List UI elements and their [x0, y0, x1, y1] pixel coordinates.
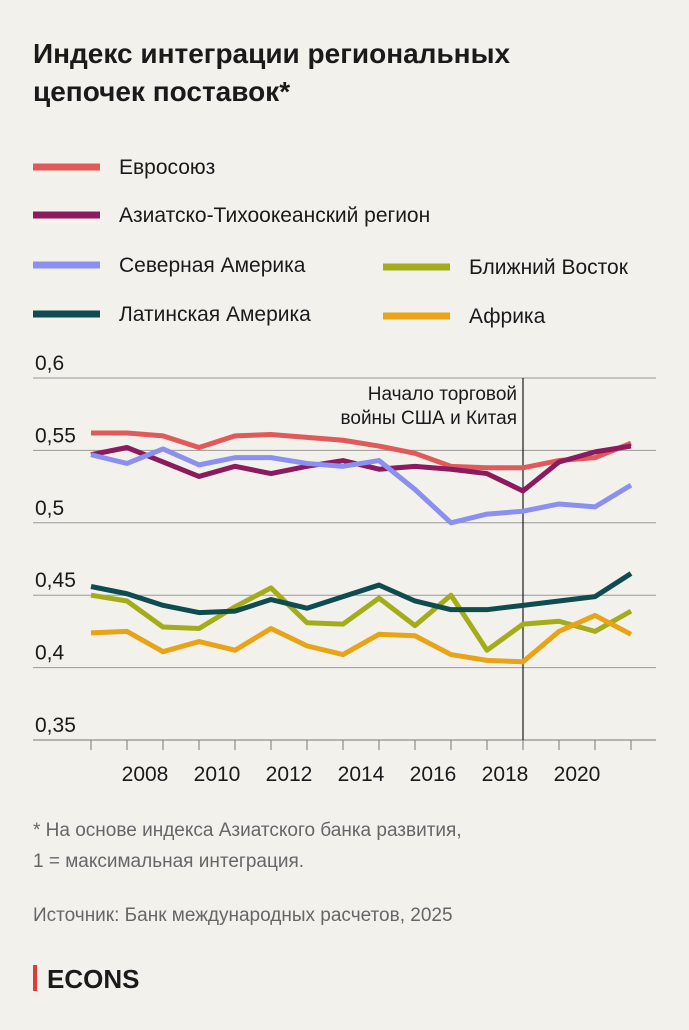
series-line — [90, 585, 633, 653]
y-tick-label: 0,55 — [35, 424, 76, 447]
x-tick-label: 2008 — [122, 763, 169, 786]
x-tick-label: 2016 — [410, 763, 457, 786]
chart-title: цепочек поставок* — [33, 76, 290, 107]
chart-title: Индекс интеграции региональных — [33, 38, 511, 69]
logo-bar — [33, 965, 37, 991]
series-line — [91, 430, 632, 471]
annotation: Начало торговой — [368, 384, 517, 405]
y-tick-label: 0,45 — [35, 569, 76, 592]
x-tick-label: 2018 — [482, 763, 529, 786]
legend-label: Евросоюз — [119, 156, 215, 179]
legend-label: Азиатско-Тихоокеанский регион — [119, 204, 430, 227]
y-tick-label: 0,4 — [35, 642, 65, 665]
series-line — [90, 446, 633, 526]
footnote: * На основе индекса Азиатского банка раз… — [33, 820, 462, 841]
annotation: войны США и Китая — [341, 408, 518, 429]
y-tick-label: 0,5 — [35, 497, 64, 520]
y-tick-label: 0,35 — [35, 714, 76, 737]
series-line — [90, 571, 633, 616]
legend-label: Латинская Америка — [119, 303, 311, 326]
legend-label: Ближний Восток — [469, 256, 629, 279]
x-tick-label: 2014 — [338, 763, 385, 786]
y-tick-label: 0,6 — [35, 352, 64, 375]
footnote: 1 = максимальная интеграция. — [33, 851, 304, 872]
x-tick-label: 2010 — [194, 763, 241, 786]
source: Источник: Банк международных расчетов, 2… — [33, 905, 453, 926]
legend-label: Африка — [469, 305, 546, 328]
logo: ECONS — [47, 964, 139, 994]
legend-label: Северная Америка — [119, 254, 306, 277]
x-tick-label: 2012 — [266, 763, 313, 786]
series-line — [90, 612, 633, 665]
x-tick-label: 2020 — [554, 763, 601, 786]
